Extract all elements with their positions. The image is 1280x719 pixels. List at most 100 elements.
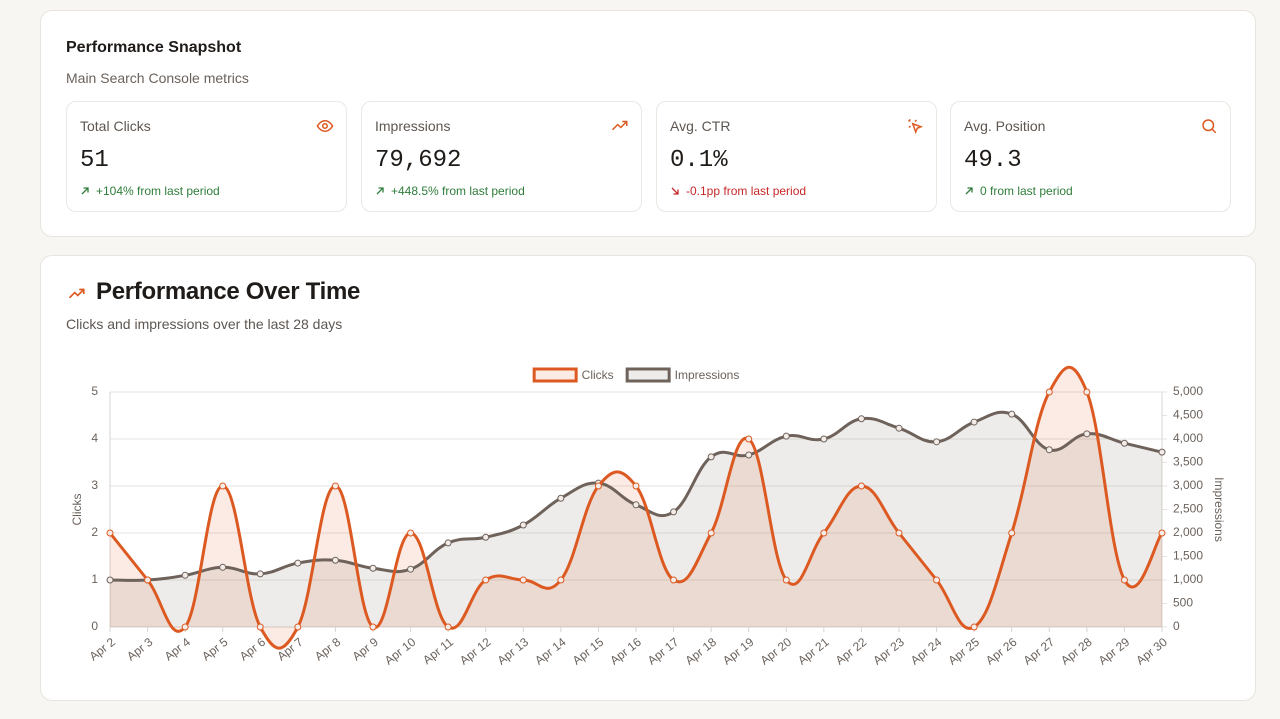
- change-text: +448.5% from last period: [391, 184, 525, 198]
- trend-icon: [68, 288, 85, 299]
- x-tick-label: Apr 2: [87, 635, 118, 664]
- data-point: [256, 570, 264, 578]
- snapshot-card: Performance Snapshot Main Search Console…: [40, 10, 1256, 237]
- metric-card: Avg. CTR 0.1% -0.1pp from last period: [656, 101, 937, 212]
- y-tick-label: 0: [91, 619, 98, 633]
- x-tick-label: Apr 3: [124, 635, 155, 664]
- data-point: [1083, 388, 1091, 396]
- data-point: [1158, 529, 1166, 537]
- metric-change: +448.5% from last period: [375, 184, 525, 198]
- data-point: [331, 556, 339, 564]
- metric-label: Avg. CTR: [670, 118, 731, 134]
- y2-tick-label: 4,500: [1173, 408, 1203, 422]
- x-tick-label: Apr 25: [945, 635, 982, 668]
- data-point: [557, 494, 565, 502]
- x-tick-label: Apr 20: [758, 635, 795, 668]
- y-tick-label: 5: [91, 384, 98, 398]
- data-point: [632, 482, 640, 490]
- data-point: [294, 623, 302, 631]
- data-point: [444, 623, 452, 631]
- eye-icon: [316, 119, 334, 133]
- metric-change: -0.1pp from last period: [670, 184, 806, 198]
- data-point: [557, 576, 565, 584]
- chart-card-title: Performance Over Time: [96, 278, 361, 305]
- data-point: [1120, 439, 1128, 447]
- y2-tick-label: 1,500: [1173, 549, 1203, 563]
- data-point: [256, 623, 264, 631]
- metric-label: Avg. Position: [964, 118, 1046, 134]
- data-point: [670, 508, 678, 516]
- x-tick-label: Apr 16: [607, 635, 644, 668]
- data-point: [369, 564, 377, 572]
- chart-card-subtitle: Clicks and impressions over the last 28 …: [66, 316, 343, 332]
- x-tick-label: Apr 27: [1021, 635, 1058, 668]
- metric-card: Total Clicks 51 +104% from last period: [66, 101, 347, 212]
- data-point: [181, 623, 189, 631]
- data-point: [820, 435, 828, 443]
- y2-tick-label: 4,000: [1173, 431, 1203, 445]
- metric-label: Impressions: [375, 118, 451, 134]
- y2-tick-label: 1,000: [1173, 572, 1203, 586]
- y-tick-label: 1: [91, 572, 98, 586]
- y2-tick-label: 3,000: [1173, 478, 1203, 492]
- area-fill: [110, 412, 1162, 627]
- legend-label: Clicks: [582, 368, 614, 382]
- data-point: [745, 451, 753, 459]
- x-tick-label: Apr 21: [795, 635, 832, 668]
- data-point: [820, 529, 828, 537]
- trend-icon: [611, 120, 628, 131]
- x-tick-label: Apr 28: [1058, 635, 1095, 668]
- data-point: [1120, 576, 1128, 584]
- x-tick-label: Apr 10: [382, 635, 419, 668]
- data-point: [106, 529, 114, 537]
- data-point: [895, 529, 903, 537]
- metric-change: +104% from last period: [80, 184, 220, 198]
- metric-value: 79,692: [375, 147, 462, 174]
- arrow-icon: [376, 187, 384, 195]
- x-tick-label: Apr 17: [645, 635, 682, 668]
- metric-value: 51: [80, 147, 109, 174]
- data-point: [219, 563, 227, 571]
- y-axis-title: Clicks: [70, 494, 84, 526]
- data-point: [632, 501, 640, 509]
- metric-change: 0 from last period: [964, 184, 1073, 198]
- x-tick-label: Apr 6: [237, 635, 268, 664]
- data-point: [594, 482, 602, 490]
- data-point: [857, 482, 865, 490]
- data-point: [144, 576, 152, 584]
- metric-value: 0.1%: [670, 147, 728, 174]
- y-tick-label: 3: [91, 478, 98, 492]
- change-text: +104% from last period: [96, 184, 220, 198]
- data-point: [782, 432, 790, 440]
- x-tick-label: Apr 12: [457, 635, 494, 668]
- metric-value: 49.3: [964, 147, 1022, 174]
- x-tick-label: Apr 30: [1133, 635, 1170, 668]
- data-point: [670, 576, 678, 584]
- data-point: [407, 529, 415, 537]
- data-point: [519, 521, 527, 529]
- legend-swatch: [532, 367, 578, 383]
- metric-label: Total Clicks: [80, 118, 151, 134]
- y-tick-label: 2: [91, 525, 98, 539]
- data-point: [181, 571, 189, 579]
- x-tick-label: Apr 19: [720, 635, 757, 668]
- x-tick-label: Apr 5: [199, 635, 230, 664]
- legend-label: Impressions: [675, 368, 740, 382]
- x-tick-label: Apr 18: [682, 635, 719, 668]
- data-point: [106, 576, 114, 584]
- data-point: [707, 529, 715, 537]
- y2-tick-label: 2,000: [1173, 525, 1203, 539]
- x-tick-label: Apr 14: [532, 635, 569, 668]
- pointer-icon: [908, 119, 924, 135]
- data-point: [369, 623, 377, 631]
- x-tick-label: Apr 29: [1096, 635, 1133, 668]
- metric-card: Impressions 79,692 +448.5% from last per…: [361, 101, 642, 212]
- y2-axis-title: Impressions: [1212, 477, 1226, 542]
- arrow-icon: [671, 187, 679, 195]
- y-tick-label: 4: [91, 431, 98, 445]
- data-point: [519, 576, 527, 584]
- data-point: [1045, 446, 1053, 454]
- data-point: [895, 424, 903, 432]
- data-point: [745, 435, 753, 443]
